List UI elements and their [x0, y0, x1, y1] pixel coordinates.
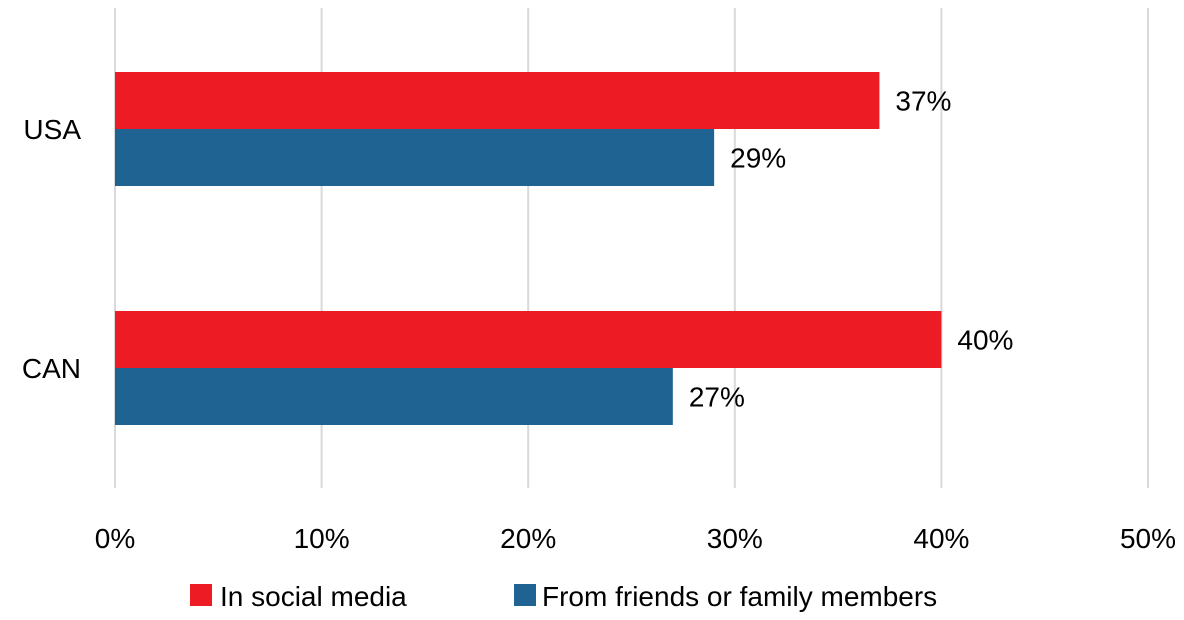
axes: 0% 10% 20% 30% 40% 50% USA CAN: [22, 114, 1176, 554]
x-tick-label: 50%: [1120, 523, 1176, 554]
x-tick-label: 30%: [707, 523, 763, 554]
bar-usa-series-1: [115, 129, 715, 186]
legend-label-0: In social media: [220, 581, 407, 612]
x-tick-label: 20%: [500, 523, 556, 554]
x-tick-label: 40%: [913, 523, 969, 554]
legend: In social media From friends or family me…: [190, 581, 937, 612]
data-label-usa-series-0: 37%: [895, 86, 951, 117]
data-label-can-series-1: 27%: [689, 382, 745, 413]
category-label-can: CAN: [22, 353, 81, 384]
data-label-usa-series-1: 29%: [730, 143, 786, 174]
x-tick-label: 0%: [95, 523, 135, 554]
data-labels: 37% 40% 29% 27%: [689, 86, 1014, 413]
legend-swatch-1: [514, 584, 536, 606]
bar-usa-series-0: [115, 72, 880, 129]
legend-swatch-0: [190, 584, 212, 606]
bars: [115, 72, 942, 425]
bar-can-series-1: [115, 368, 673, 425]
category-label-usa: USA: [23, 114, 81, 145]
bar-can-series-0: [115, 311, 942, 368]
data-label-can-series-0: 40%: [957, 325, 1013, 356]
legend-label-1: From friends or family members: [542, 581, 937, 612]
x-tick-label: 10%: [294, 523, 350, 554]
